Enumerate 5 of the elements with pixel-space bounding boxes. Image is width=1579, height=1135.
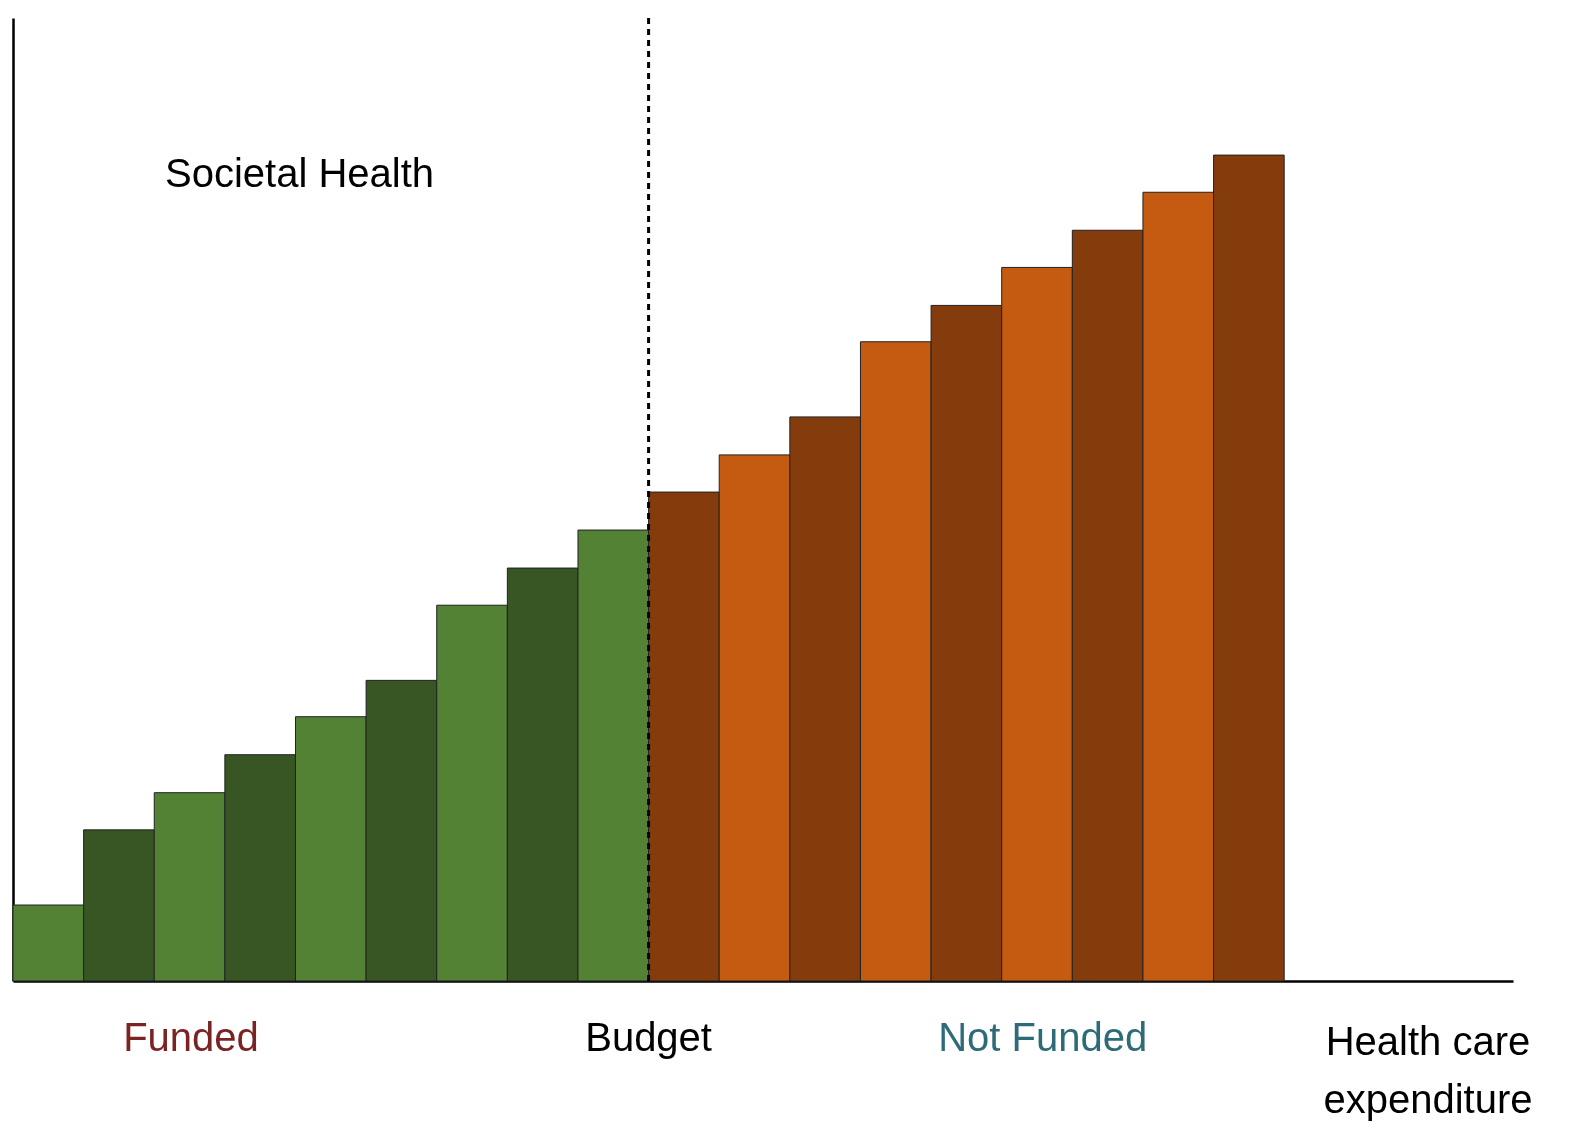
x-axis-title: Health care expenditure bbox=[1323, 1019, 1533, 1121]
y-axis-title: Societal Health bbox=[165, 151, 435, 195]
text: Not Funded bbox=[938, 1015, 1148, 1059]
text: Funded bbox=[123, 1015, 259, 1059]
text: Budget bbox=[585, 1015, 712, 1059]
